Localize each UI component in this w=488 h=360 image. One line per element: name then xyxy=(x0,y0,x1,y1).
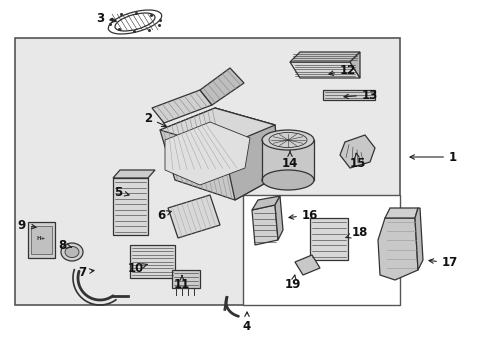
Ellipse shape xyxy=(65,247,79,257)
Text: 9: 9 xyxy=(18,219,36,231)
Polygon shape xyxy=(414,208,422,270)
Bar xyxy=(309,218,347,260)
Polygon shape xyxy=(274,196,283,240)
Text: 17: 17 xyxy=(428,256,457,270)
Text: 11: 11 xyxy=(174,276,190,292)
Text: 12: 12 xyxy=(328,63,355,77)
Ellipse shape xyxy=(61,243,83,261)
Text: 19: 19 xyxy=(284,275,301,292)
Text: 18: 18 xyxy=(346,225,367,239)
Text: 5: 5 xyxy=(114,185,129,198)
Bar xyxy=(15,38,399,305)
Text: 10: 10 xyxy=(128,261,147,274)
Bar xyxy=(172,270,200,288)
Polygon shape xyxy=(377,218,417,280)
Text: 4: 4 xyxy=(243,312,251,333)
Text: H+: H+ xyxy=(36,235,45,240)
Polygon shape xyxy=(160,108,274,148)
Text: 1: 1 xyxy=(409,150,456,163)
Polygon shape xyxy=(152,90,212,123)
Polygon shape xyxy=(251,205,278,245)
Polygon shape xyxy=(168,195,220,238)
Polygon shape xyxy=(160,108,280,200)
Polygon shape xyxy=(251,196,280,210)
Bar xyxy=(243,195,399,305)
Text: 13: 13 xyxy=(343,89,377,102)
Polygon shape xyxy=(200,68,244,105)
Polygon shape xyxy=(384,208,417,218)
Polygon shape xyxy=(289,52,359,62)
Text: 7: 7 xyxy=(78,266,94,279)
Polygon shape xyxy=(289,62,359,78)
Bar xyxy=(323,90,374,100)
Polygon shape xyxy=(113,170,155,178)
Text: 14: 14 xyxy=(281,151,298,170)
Text: 15: 15 xyxy=(349,153,366,170)
Text: 2: 2 xyxy=(143,112,166,126)
Bar xyxy=(130,245,175,278)
Polygon shape xyxy=(339,135,374,168)
Text: 8: 8 xyxy=(58,239,72,252)
Polygon shape xyxy=(294,255,319,275)
Polygon shape xyxy=(164,122,249,185)
Bar xyxy=(28,222,55,258)
Ellipse shape xyxy=(262,170,313,190)
Bar xyxy=(31,226,52,254)
Polygon shape xyxy=(215,108,280,200)
Bar xyxy=(262,140,313,180)
Ellipse shape xyxy=(262,130,313,150)
Text: 6: 6 xyxy=(157,208,171,221)
Text: 16: 16 xyxy=(288,208,318,221)
Bar xyxy=(113,178,148,235)
Polygon shape xyxy=(349,52,359,78)
Text: 3: 3 xyxy=(96,12,116,24)
